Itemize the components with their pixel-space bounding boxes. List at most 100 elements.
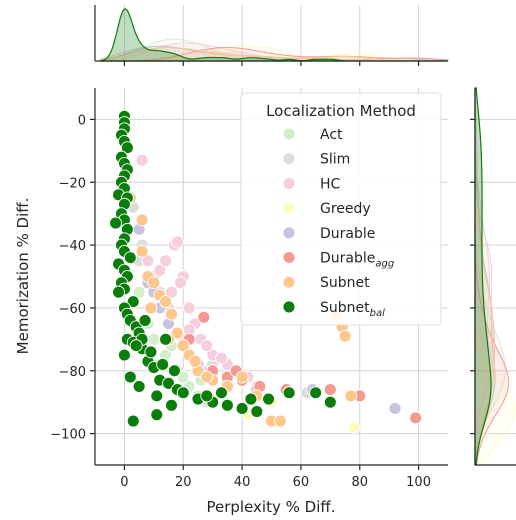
legend-entry-label: Greedy bbox=[320, 201, 371, 217]
point-durable bbox=[388, 402, 402, 415]
point-subnet bbox=[159, 295, 173, 309]
right-marginal-plot bbox=[470, 87, 516, 466]
point-subnet-bal bbox=[156, 358, 170, 371]
point-subnet bbox=[147, 276, 161, 290]
point-subnet-bal bbox=[235, 402, 249, 415]
point-subnet-bal bbox=[109, 216, 123, 230]
x-tick-label: 20 bbox=[175, 475, 192, 490]
top-kde-subnet bbox=[100, 47, 448, 62]
point-subnet-bal bbox=[129, 339, 143, 353]
point-hc bbox=[153, 263, 167, 277]
legend-marker bbox=[282, 176, 296, 190]
legend-marker bbox=[282, 251, 296, 264]
point-subnet-bal bbox=[167, 364, 181, 378]
point-hc bbox=[215, 351, 228, 365]
point-subnet-bal bbox=[309, 386, 323, 400]
point-subnet bbox=[176, 339, 190, 353]
y-tick-label: 0 bbox=[78, 113, 86, 128]
point-subnet-bal bbox=[250, 405, 264, 419]
point-subnet-bal bbox=[132, 380, 146, 393]
legend-entries: ActSlimHCGreedyDurableDurableaggSubnetSu… bbox=[282, 127, 394, 319]
legend-entry-label: Act bbox=[320, 127, 343, 143]
point-durable-agg bbox=[323, 383, 337, 397]
legend-entry-subscript: agg bbox=[375, 259, 394, 270]
x-tick-label: 80 bbox=[351, 475, 368, 490]
point-subnet-bal bbox=[200, 389, 214, 403]
point-act bbox=[176, 370, 190, 384]
y-axis-label: Memorization % Diff. bbox=[14, 198, 32, 355]
point-subnet-bal bbox=[123, 370, 137, 384]
point-subnet-bal bbox=[323, 395, 337, 409]
legend-entry-label: Durable bbox=[320, 226, 375, 242]
y-tick-label: −100 bbox=[50, 428, 86, 443]
point-subnet bbox=[273, 414, 287, 428]
y-tick-label: −40 bbox=[59, 239, 86, 254]
point-subnet bbox=[135, 244, 149, 258]
top-marginal-grid bbox=[123, 5, 420, 66]
point-hc bbox=[200, 339, 214, 353]
point-subnet-bal bbox=[150, 389, 164, 403]
right-kde-hc bbox=[474, 87, 495, 466]
y-tick-label: −80 bbox=[59, 365, 86, 380]
point-subnet-bal bbox=[244, 392, 258, 406]
legend-marker bbox=[282, 127, 296, 141]
legend: Localization Method Act Slim HC Greedy Durab… bbox=[240, 92, 442, 326]
point-subnet-bal bbox=[112, 285, 125, 299]
point-greedy bbox=[347, 420, 361, 434]
legend-entry-label: HC bbox=[320, 176, 341, 192]
legend-marker bbox=[282, 275, 296, 289]
scatter-points bbox=[109, 109, 423, 434]
legend-marker bbox=[282, 300, 296, 314]
point-hc bbox=[135, 153, 149, 167]
point-subnet-bal bbox=[150, 408, 164, 422]
point-subnet bbox=[200, 370, 214, 384]
point-subnet-bal bbox=[282, 386, 296, 400]
legend-marker bbox=[282, 152, 296, 166]
legend-entry-label: Slim bbox=[320, 152, 350, 168]
point-act bbox=[147, 332, 161, 346]
x-axis-ticks: 0 20 40 60 80 100 bbox=[120, 465, 431, 490]
point-subnet bbox=[144, 301, 158, 315]
legend-marker bbox=[282, 201, 296, 215]
point-subnet bbox=[344, 389, 358, 403]
point-hc bbox=[170, 235, 184, 249]
point-hc bbox=[159, 254, 173, 268]
y-axis-ticks: 0 −20 −40 −60 −80 −100 bbox=[50, 113, 95, 443]
right-kde-subnet-bal bbox=[474, 87, 492, 466]
legend-title: Localization Method bbox=[266, 102, 416, 120]
point-subnet-bal bbox=[262, 392, 276, 406]
point-subnet-bal bbox=[220, 398, 234, 412]
point-subnet bbox=[338, 329, 352, 343]
legend-entry-subscript: bal bbox=[370, 308, 385, 319]
point-hc bbox=[182, 301, 196, 315]
point-durable-agg bbox=[409, 411, 423, 425]
main-scatter-plot: 0 20 40 60 80 100 0 −20 −40 −60 −80 −100 Perplexit… bbox=[14, 88, 448, 516]
point-hc bbox=[141, 254, 155, 268]
point-subnet bbox=[170, 326, 184, 340]
point-subnet-bal bbox=[159, 332, 173, 346]
point-hc bbox=[173, 276, 187, 290]
point-subnet-bal bbox=[144, 345, 158, 359]
legend-box bbox=[240, 92, 442, 326]
right-marginal-kde bbox=[474, 87, 516, 466]
point-subnet bbox=[165, 307, 178, 321]
point-subnet-bal bbox=[176, 386, 190, 400]
point-subnet-bal bbox=[138, 314, 152, 327]
point-act bbox=[132, 285, 146, 299]
point-subnet-bal bbox=[123, 251, 137, 265]
legend-entry-label: Subnet bbox=[320, 275, 370, 291]
point-subnet bbox=[135, 213, 149, 227]
x-tick-label: 100 bbox=[406, 475, 431, 490]
point-subnet bbox=[235, 370, 249, 384]
point-subnet-bal bbox=[126, 414, 140, 428]
x-tick-label: 40 bbox=[234, 475, 251, 490]
y-tick-label: −60 bbox=[59, 302, 86, 317]
x-tick-label: 60 bbox=[293, 475, 310, 490]
legend-marker bbox=[282, 226, 296, 240]
point-subnet bbox=[188, 354, 202, 368]
legend-entry-label: Subnetbal bbox=[320, 300, 385, 319]
point-subnet-bal bbox=[117, 348, 131, 362]
top-marginal-kde bbox=[100, 8, 449, 62]
point-durable-agg bbox=[197, 310, 211, 324]
